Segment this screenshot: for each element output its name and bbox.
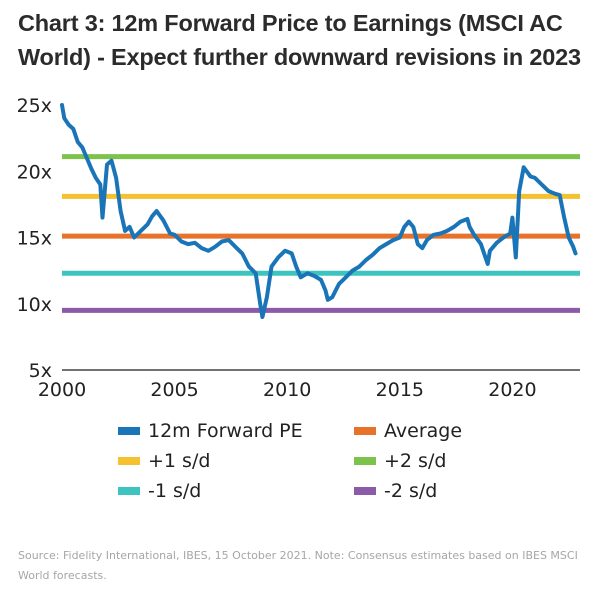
legend-swatch [354, 457, 376, 465]
y-tick-label: 20x [17, 161, 52, 183]
x-tick-label: 2000 [38, 379, 86, 401]
legend-swatch [118, 427, 140, 435]
legend-label: -1 s/d [148, 480, 202, 502]
legend-label: 12m Forward PE [148, 420, 303, 442]
legend-swatch [118, 487, 140, 495]
legend-swatch [354, 487, 376, 495]
legend-item-12m-forward-pe: 12m Forward PE [118, 420, 303, 442]
y-tick-label: 10x [17, 294, 52, 316]
y-tick-label: 15x [17, 228, 52, 250]
chart-plot: 5x 10x 15x 20x 25x 2000 2005 2010 2015 2020 [17, 95, 580, 401]
reference-lines [62, 154, 580, 313]
x-tick-label: 2015 [376, 379, 424, 401]
y-tick-label: 25x [17, 95, 52, 117]
x-tick-label: 2005 [150, 379, 198, 401]
legend-item-minus-1-s-d: -1 s/d [118, 480, 201, 502]
x-tick-label: 2010 [263, 379, 311, 401]
series-line-12m-forward-pe [60, 103, 578, 319]
legend-label: Average [384, 420, 463, 442]
chart-title: Chart 3: 12m Forward Price to Earnings (… [18, 10, 581, 70]
legend-swatch [118, 457, 140, 465]
y-tick-label: 5x [29, 360, 52, 382]
legend-item-plusminus-2-s-d: +2 s/d [354, 450, 446, 472]
legend-label: +1 s/d [148, 450, 211, 472]
legend-label: -2 s/d [384, 480, 438, 502]
legend-item-average: Average [354, 420, 462, 442]
x-tick-label: 2020 [488, 379, 536, 401]
y-tick-labels: 5x 10x 15x 20x 25x [17, 95, 52, 382]
legend-item-minus-2-s-d: -2 s/d [354, 480, 437, 502]
legend-label: +2 s/d [384, 450, 447, 472]
series-line-layer [60, 103, 578, 319]
x-tick-labels: 2000 2005 2010 2015 2020 [38, 379, 537, 401]
source-note: Source: Fidelity International, IBES, 15… [18, 549, 578, 582]
legend-swatch [354, 427, 376, 435]
legend-item-plusminus-1-s-d: +1 s/d [118, 450, 210, 472]
